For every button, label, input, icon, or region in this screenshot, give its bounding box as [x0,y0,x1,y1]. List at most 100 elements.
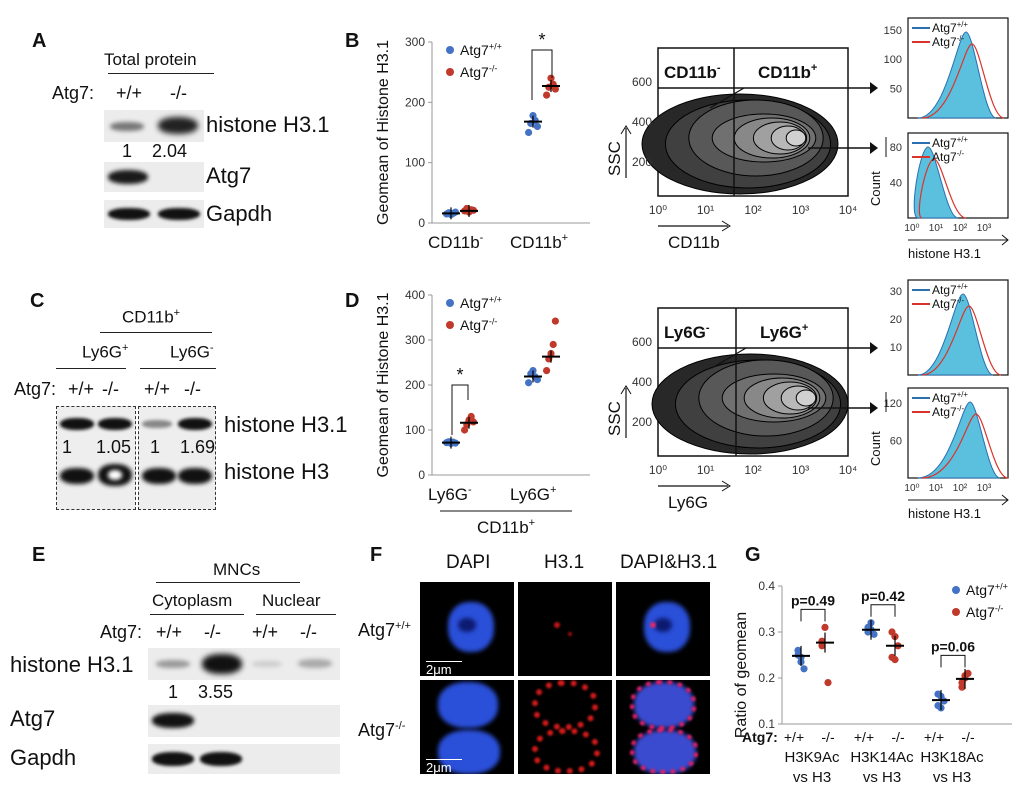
c-quant: 1 [150,437,161,457]
y-tick-label: 0.3 [758,625,775,639]
y-tick-label: 300 [405,35,425,49]
legend-label-ko: Atg7-/- [932,34,964,49]
arrow-head [870,142,878,154]
legend-marker [952,608,960,616]
x-axis-label: histone H3.1 [908,246,981,261]
a-genotype: +/+ [116,83,143,103]
histogram-b-bottom: Atg7+/+Atg7-/- 40 80 10⁰ 10¹ 10² 10³ Count histo… [868,132,1009,261]
e-atg7-prefix: Atg7: [100,622,143,642]
y-tick-label: 200 [405,95,425,109]
y-tick-label: 80 [890,142,902,154]
a-quant: 2.04 [152,141,188,161]
y-tick-label: 0 [418,216,425,230]
panel-label-c: C [30,290,45,312]
chart-b: 0 100 200 300 Geomean of Histone H3.1 CD11b- C… [375,30,590,252]
f-row-label: Atg7-/- [358,720,406,740]
axis-arrow-head [721,480,731,492]
legend-label-ko: Atg7-/- [932,296,964,311]
c-row-label: histone H3.1 [224,412,348,437]
x-tick-label: 10⁰ [904,483,919,494]
c-sub-right: Ly6G- [170,342,214,362]
legend-label: Atg7+/+ [460,41,502,58]
x-tick-label: 10⁴ [839,203,858,217]
y-tick-label: 400 [405,288,425,302]
c-atg7-prefix: Atg7: [14,379,57,399]
gate-label-left: CD11b- [664,62,721,82]
a-row-label: Gapdh [206,201,273,226]
c-genotype: -/- [184,379,201,399]
micro-h31-ko [518,680,612,774]
y-tick-label: 200 [632,415,652,429]
x-category-label: CD11b- [428,232,484,252]
f-column: H3.1 [544,552,585,573]
histogram-b-top: Atg7+/+Atg7-/- 50 100 150 [884,17,1009,119]
group-label: CD11b+ [477,517,535,537]
axis-arrow-head [620,125,632,135]
y-tick-label: 20 [890,314,902,326]
legend-label: Atg7+/+ [966,581,1008,598]
x-tick-label: 10¹ [929,223,944,234]
e-sub-right: Nuclear [262,591,321,610]
y-tick-label: 200 [632,155,652,169]
histogram-ko [918,158,967,219]
x-tick-label: 10³ [977,223,992,234]
gate-pointer [711,347,747,369]
x-tick-label: 10¹ [929,483,944,494]
panel-label-e: E [32,544,46,566]
panel-label-a: A [32,30,47,52]
y-tick-label: 30 [890,286,902,298]
x-tick-label: 10³ [792,203,809,217]
e-sub-line [150,614,244,615]
c-sub-line [140,368,216,369]
data-point [934,690,942,698]
y-tick-label: 0.2 [758,671,775,685]
x-category-label: CD11b+ [510,232,568,252]
data-point [549,340,557,349]
panel-label-g: G [745,544,761,566]
y-tick-label: 0.4 [758,579,775,593]
legend-label: Atg7-/- [460,63,497,80]
y-axis-label: Geomean of Histone H3.1 [375,40,392,225]
significance-bracket [451,384,469,435]
legend-marker [446,46,454,54]
x-tick-label: 10¹ [697,203,714,217]
x-atg7-prefix: Atg7: [742,729,778,745]
e-blot-h31 [148,648,340,680]
legend-marker [446,299,454,307]
flow-plot-d: Ly6G- Ly6G+ 10⁰ 10¹ 10² 10³ 10⁴ 200 400 600 SSC Ly6… [605,307,878,512]
x-group-label: H3K9Ac [784,749,840,766]
data-point [547,74,555,82]
legend-marker [952,586,960,594]
y-tick-label: 600 [632,75,652,89]
histogram-ko [921,305,1002,376]
x-tick-label: 10⁰ [649,463,667,477]
chart-d: 0 100 200 300 400 Geomean of Histone H3.1 Ly6G… [375,288,590,537]
x-group-sub: vs H3 [793,769,831,786]
c-quant: 1.05 [96,437,132,457]
y-tick-label: 60 [890,436,902,448]
gate-pointer [709,87,745,109]
legend-label-ko: Atg7-/- [932,404,964,419]
y-tick-label: 150 [884,25,902,37]
legend-label-wt: Atg7+/+ [932,282,968,297]
legend-label: Atg7-/- [460,316,497,333]
f-column: DAPI&H3.1 [620,552,718,573]
legend-marker [446,321,454,329]
e-header-line [156,582,300,583]
f-column: DAPI [446,552,491,573]
data-point [543,367,551,375]
e-sub-left: Cytoplasm [152,591,233,610]
c-row-label: histone H3 [224,459,330,484]
legend-label: Atg7+/+ [460,294,502,311]
e-row-label: Atg7 [10,706,56,731]
p-value: p=0.49 [791,592,835,608]
e-blot-atg7 [148,705,340,737]
x-axis-label: Ly6G [668,493,708,512]
c-genotype: +/+ [68,379,95,399]
significance-mark: * [538,30,545,50]
data-point [533,122,541,131]
arrow-head [870,82,878,94]
arrow-head [870,402,878,414]
a-blot-h31 [104,110,204,142]
c-blot [56,406,216,510]
